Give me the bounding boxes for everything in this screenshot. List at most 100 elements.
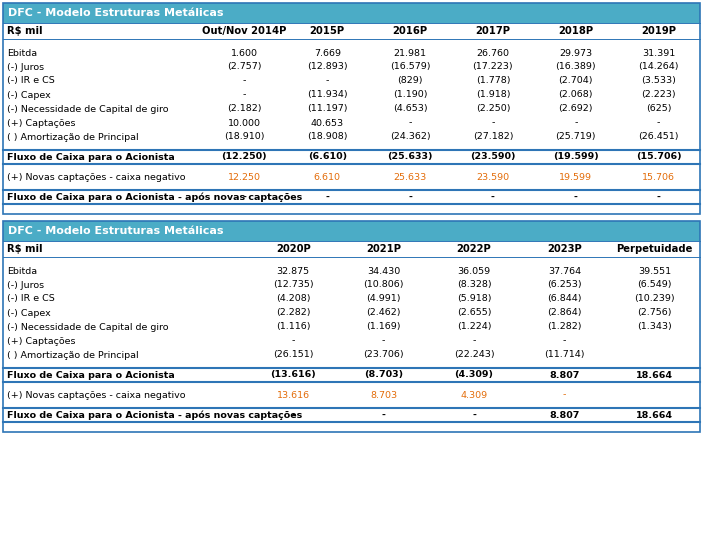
Text: 8.703: 8.703 [370,391,397,399]
Text: (16.579): (16.579) [390,62,430,72]
Text: (23.706): (23.706) [363,350,404,359]
Text: -: - [292,337,295,345]
Text: (-) Necessidade de Capital de giro: (-) Necessidade de Capital de giro [7,322,169,332]
Text: (+) Novas captações - caixa negativo: (+) Novas captações - caixa negativo [7,172,186,181]
Text: (4.208): (4.208) [276,294,311,304]
Text: (12.893): (12.893) [307,62,347,72]
Text: (6.549): (6.549) [638,280,672,289]
Text: Fluxo de Caixa para o Acionista - após novas captações: Fluxo de Caixa para o Acionista - após n… [7,192,302,202]
Text: (11.934): (11.934) [307,90,347,100]
Text: (1.282): (1.282) [547,322,581,332]
Text: (26.151): (26.151) [273,350,314,359]
Text: (15.706): (15.706) [636,153,681,161]
Text: Out/Nov 2014P: Out/Nov 2014P [202,26,287,36]
Text: (4.991): (4.991) [366,294,401,304]
Text: -: - [491,192,495,202]
Text: -: - [574,118,577,127]
Text: (3.533): (3.533) [641,77,676,85]
Text: 39.551: 39.551 [638,267,671,276]
Text: 2022P: 2022P [457,244,491,254]
Text: (14.264): (14.264) [638,62,679,72]
Text: (23.590): (23.590) [470,153,516,161]
Text: 18.664: 18.664 [636,370,673,380]
Text: 2021P: 2021P [366,244,401,254]
Text: (26.451): (26.451) [638,132,679,142]
Text: 2017P: 2017P [475,26,510,36]
Text: 21.981: 21.981 [394,48,427,57]
Text: (6.610): (6.610) [308,153,347,161]
Text: Fluxo de Caixa para o Acionista: Fluxo de Caixa para o Acionista [7,153,175,161]
Text: 29.973: 29.973 [559,48,593,57]
Text: (1.169): (1.169) [366,322,401,332]
Text: 10.000: 10.000 [228,118,261,127]
Text: Fluxo de Caixa para o Acionista: Fluxo de Caixa para o Acionista [7,370,175,380]
Text: -: - [382,337,385,345]
Text: (10.239): (10.239) [635,294,675,304]
Text: (4.309): (4.309) [455,370,494,380]
Text: 4.309: 4.309 [460,391,488,399]
Text: -: - [408,192,412,202]
Text: (1.190): (1.190) [393,90,427,100]
Text: (22.243): (22.243) [453,350,494,359]
Text: (2.068): (2.068) [558,90,593,100]
Text: (2.757): (2.757) [227,62,262,72]
Text: (2.704): (2.704) [558,77,593,85]
Text: (12.250): (12.250) [221,153,267,161]
Bar [3,23,700,39]
Text: 18.664: 18.664 [636,410,673,419]
Text: Perpetuidade: Perpetuidade [617,244,693,254]
Text: (12.735): (12.735) [273,280,314,289]
Text: (2.864): (2.864) [547,309,581,317]
Text: -: - [657,192,661,202]
Text: 8.807: 8.807 [549,410,579,419]
Bar [3,241,700,257]
Text: -: - [574,192,578,202]
Text: (+) Captações: (+) Captações [7,118,75,127]
Text: ( ) Amortização de Principal: ( ) Amortização de Principal [7,132,138,142]
Text: -: - [562,337,566,345]
Text: -: - [491,118,495,127]
Text: -: - [243,192,246,202]
Text: Ebitda: Ebitda [7,267,37,276]
Bar [3,3,700,214]
Text: (5.918): (5.918) [457,294,491,304]
Text: 19.599: 19.599 [560,172,592,181]
Text: DFC - Modelo Estruturas Metálicas: DFC - Modelo Estruturas Metálicas [8,8,224,18]
Text: (1.778): (1.778) [476,77,510,85]
Text: 37.764: 37.764 [548,267,581,276]
Text: (829): (829) [397,77,423,85]
Text: R$ mil: R$ mil [7,26,42,36]
Text: -: - [325,192,329,202]
Text: (8.703): (8.703) [364,370,403,380]
Text: (-) Capex: (-) Capex [7,90,51,100]
Text: 31.391: 31.391 [642,48,675,57]
Text: (17.223): (17.223) [472,62,513,72]
Text: 32.875: 32.875 [277,267,310,276]
Text: -: - [408,118,412,127]
Bar [3,3,700,23]
Text: (2.250): (2.250) [476,105,510,114]
Text: 1.600: 1.600 [231,48,258,57]
Text: 36.059: 36.059 [458,267,491,276]
Text: 26.760: 26.760 [477,48,510,57]
Text: (1.918): (1.918) [476,90,510,100]
Text: (19.599): (19.599) [553,153,599,161]
Text: (25.633): (25.633) [387,153,433,161]
Bar [3,221,700,241]
Text: (+) Novas captações - caixa negativo: (+) Novas captações - caixa negativo [7,391,186,399]
Text: 25.633: 25.633 [394,172,427,181]
Text: (8.328): (8.328) [457,280,491,289]
Text: 2020P: 2020P [276,244,311,254]
Text: R$ mil: R$ mil [7,244,42,254]
Text: (2.462): (2.462) [366,309,401,317]
Text: (+) Captações: (+) Captações [7,337,75,345]
Text: (18.910): (18.910) [224,132,264,142]
Text: -: - [472,410,476,419]
Text: 8.807: 8.807 [549,370,579,380]
Text: -: - [562,391,566,399]
Text: 23.590: 23.590 [477,172,510,181]
Text: (6.844): (6.844) [547,294,581,304]
Text: 40.653: 40.653 [311,118,344,127]
Text: (-) Juros: (-) Juros [7,62,44,72]
Text: (2.282): (2.282) [276,309,311,317]
